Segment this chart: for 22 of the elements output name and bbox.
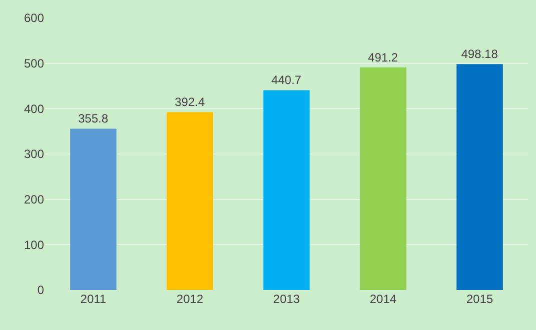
- y-tick-label: 500: [24, 56, 44, 71]
- x-tick-label: 2015: [466, 292, 494, 306]
- data-label: 498.18: [461, 47, 498, 62]
- x-tick-label: 2011: [80, 292, 107, 306]
- y-tick-label: 400: [24, 102, 44, 116]
- data-label: 491.2: [368, 50, 398, 64]
- y-tick-label: 300: [24, 147, 44, 162]
- bar: [360, 67, 406, 290]
- bar: [166, 112, 214, 290]
- x-tick-label: 2014: [370, 292, 397, 306]
- y-tick-label: 0: [37, 283, 44, 298]
- y-tick-label: 200: [24, 192, 44, 207]
- x-tick-label: 2012: [176, 292, 204, 306]
- y-tick-label: 600: [24, 11, 44, 26]
- data-label: 392.4: [174, 95, 206, 110]
- data-label: 440.7: [271, 73, 302, 88]
- data-label: 355.8: [78, 112, 108, 126]
- bar: [263, 90, 310, 290]
- bar: [456, 64, 503, 290]
- y-tick-label: 100: [24, 238, 44, 252]
- x-tick-label: 2013: [273, 292, 300, 306]
- bar: [70, 128, 116, 290]
